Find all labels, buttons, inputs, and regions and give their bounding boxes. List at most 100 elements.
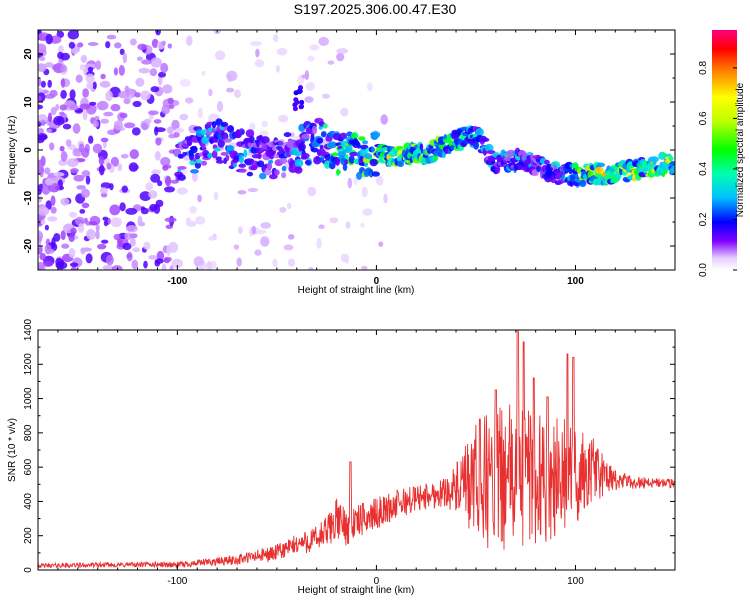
heatmap-noise-cell [38, 56, 46, 61]
heatmap-ridge-cell [201, 144, 206, 150]
heatmap-noise-cell [179, 113, 189, 121]
heatmap-noise-cell [69, 211, 77, 218]
heatmap-noise-cell [148, 110, 159, 116]
heatmap-ridge-cell [215, 160, 224, 164]
heatmap-noise-cell [321, 93, 331, 99]
heatmap-noise-cell [99, 187, 108, 194]
heatmap-noise-cell [318, 36, 330, 46]
heatmap-ridge-cell [226, 145, 235, 152]
heatmap-noise-cell [60, 197, 70, 206]
heatmap-ridge-cell [281, 165, 287, 172]
heatmap-noise-cell [41, 185, 51, 195]
heatmap-noise-cell [73, 174, 85, 182]
heatmap-ridge-cell [238, 155, 245, 164]
heatmap-noise-cell [88, 135, 94, 144]
heatmap-ridge-cell [201, 136, 210, 145]
heatmap-noise-cell [65, 139, 72, 147]
heatmap-ridge-cell [579, 179, 587, 187]
heatmap-noise-cell [122, 242, 132, 251]
heatmap-ridge-cell [286, 140, 296, 149]
heatmap-noise-cell [122, 52, 128, 64]
heatmap-noise-cell [123, 122, 136, 129]
heatmap-noise-cell [179, 78, 191, 87]
heatmap-noise-cell [81, 170, 91, 178]
heatmap-noise-cell [123, 98, 131, 105]
heatmap-ridge-cell [301, 133, 310, 140]
heatmap-noise-cell [173, 131, 180, 138]
heatmap-noise-cell [117, 237, 123, 248]
heatmap-ridge-cell [594, 166, 604, 174]
tick-label: 0.4 [698, 162, 709, 176]
heatmap-ridge-cell [369, 158, 378, 167]
heatmap-noise-cell [380, 114, 389, 125]
heatmap-noise-cell [164, 217, 177, 223]
heatmap-noise-cell [103, 220, 108, 227]
heatmap-noise-cell [201, 70, 206, 76]
heatmap-noise-cell [344, 254, 349, 264]
heatmap-noise-cell [148, 255, 158, 260]
heatmap-noise-cell [161, 40, 166, 46]
colorbar-label: Normalized spectral amplitude [735, 82, 746, 217]
heatmap-ridge-cell [220, 152, 228, 156]
heatmap-noise-cell [164, 186, 175, 193]
heatmap-noise-cell [154, 258, 164, 264]
heatmap-ridge-cell [260, 143, 269, 150]
heatmap-noise-cell [70, 227, 77, 235]
heatmap-noise-cell [260, 236, 270, 247]
heatmap-noise-cell [80, 247, 86, 255]
heatmap-noise-cell [189, 206, 197, 214]
heatmap-ridge-cell [177, 174, 186, 181]
heatmap-noise-cell [44, 178, 55, 186]
heatmap-ridge-cell [344, 159, 349, 165]
heatmap-noise-cell [81, 202, 90, 209]
heatmap-noise-cell [132, 247, 141, 253]
tick-label: 600 [23, 458, 34, 475]
heatmap-noise-cell [329, 217, 339, 224]
heatmap-noise-cell [131, 259, 139, 270]
heatmap-ridge-cell [217, 139, 225, 148]
heatmap-noise-cell [140, 90, 151, 101]
heatmap-noise-cell [58, 45, 64, 54]
heatmap-noise-cell [69, 104, 79, 111]
heatmap-noise-cell [378, 241, 384, 247]
heatmap-noise-cell [100, 137, 109, 143]
heatmap-noise-cell [287, 234, 295, 240]
heatmap-noise-cell [95, 60, 102, 70]
heatmap-noise-cell [174, 127, 185, 133]
heatmap-noise-cell [255, 48, 260, 58]
heatmap-noise-cell [305, 81, 315, 91]
heatmap-noise-cell [47, 79, 52, 88]
heatmap-noise-cell [76, 185, 86, 190]
heatmap-noise-cell [309, 44, 320, 51]
heatmap-ridge-cell [195, 159, 202, 164]
heatmap-noise-cell [67, 30, 79, 40]
heatmap-ridge-cell [332, 152, 338, 157]
heatmap-noise-cell [336, 52, 345, 62]
heatmap-noise-cell [68, 234, 75, 243]
heatmap-noise-cell [132, 100, 142, 108]
heatmap-noise-cell [60, 78, 66, 88]
heatmap-ridge-cell [583, 174, 587, 180]
heatmap-ridge-cell [279, 158, 288, 164]
heatmap-ridge-cell [569, 175, 576, 183]
heatmap-noise-cell [61, 243, 70, 249]
heatmap-noise-cell [87, 42, 99, 46]
heatmap-noise-cell [150, 86, 160, 93]
heatmap-noise-cell [109, 204, 121, 216]
heatmap-noise-cell [193, 256, 204, 267]
heatmap-ridge-cell [211, 128, 216, 134]
heatmap-ridge-cell [304, 159, 312, 166]
heatmap-noise-cell [153, 119, 162, 124]
heatmap-noise-cell [135, 77, 145, 87]
heatmap-noise-cell [191, 171, 198, 182]
heatmap-noise-cell [278, 114, 289, 123]
heatmap-ridge-cell [623, 178, 631, 183]
heatmap-noise-cell [114, 42, 122, 49]
heatmap-ridge-cell [432, 150, 439, 157]
chart-title: S197.2025.306.00.47.E30 [293, 1, 457, 17]
heatmap-ridge-cell [190, 145, 198, 154]
heatmap-ridge-cell [177, 166, 187, 170]
heatmap-noise-cell [100, 182, 112, 189]
heatmap-noise-cell [82, 110, 88, 121]
heatmap-noise-cell [106, 34, 117, 40]
